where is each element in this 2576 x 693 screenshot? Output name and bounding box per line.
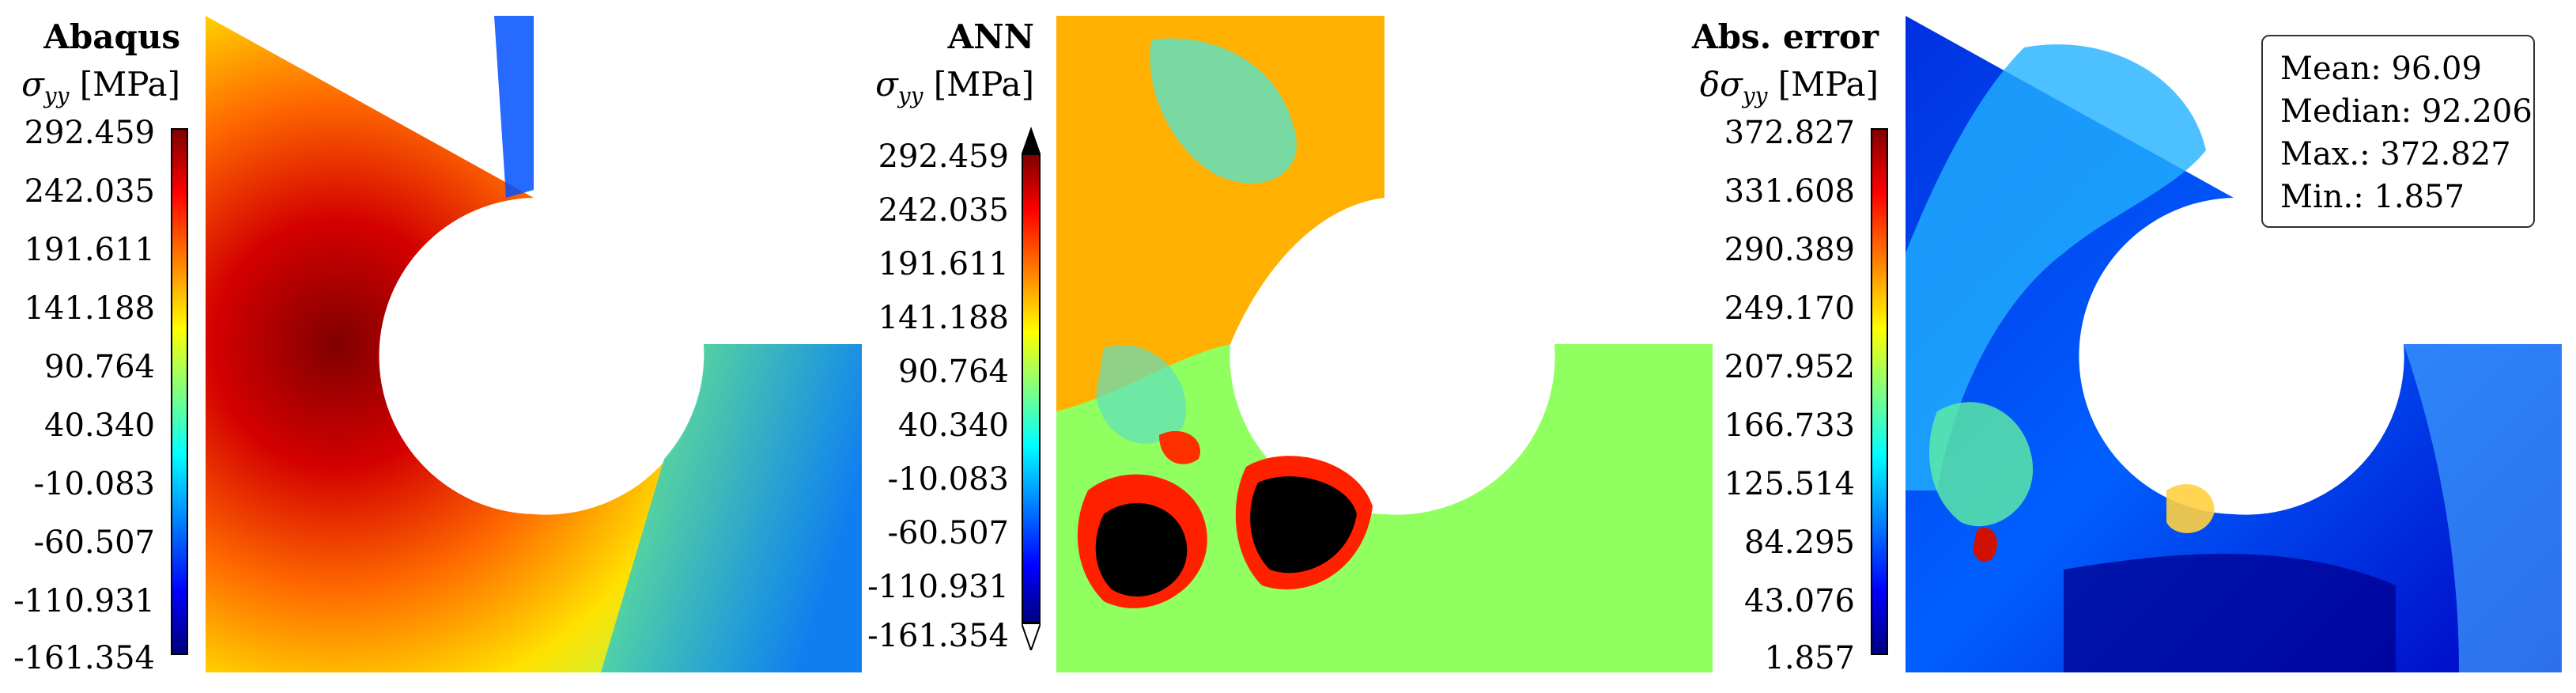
tick-label: -10.083 bbox=[33, 466, 155, 502]
unit-label: [MPa] bbox=[933, 65, 1034, 104]
tick-label: 249.170 bbox=[1724, 290, 1855, 327]
stats-box: Mean: 96.09 Median: 92.206 Max.: 372.827… bbox=[2261, 35, 2535, 228]
tick-label: 90.764 bbox=[44, 349, 155, 385]
tick-label: 290.389 bbox=[1724, 232, 1855, 268]
tick-label: -161.354 bbox=[867, 618, 1009, 654]
field-cyan-band bbox=[1906, 44, 2206, 491]
field-orange-region bbox=[1056, 16, 1384, 411]
stat-mean: Mean: 96.09 bbox=[2280, 47, 2516, 90]
tick-label: 242.035 bbox=[24, 173, 155, 210]
unit-label: [MPa] bbox=[1777, 65, 1879, 104]
field-red-region-3 bbox=[1159, 430, 1200, 464]
tick-label: 1.857 bbox=[1764, 640, 1855, 676]
stat-label: Mean: bbox=[2280, 51, 2381, 87]
field-red-spot bbox=[1973, 527, 1997, 562]
stat-label: Min.: bbox=[2280, 179, 2364, 215]
tick-label: 292.459 bbox=[878, 138, 1009, 175]
quantity-symbol: σ bbox=[875, 65, 898, 104]
field-lower-right bbox=[601, 344, 862, 672]
colorbar-label: σyy [MPa] bbox=[854, 65, 1034, 108]
tick-label: 191.611 bbox=[878, 246, 1009, 282]
tick-label: -110.931 bbox=[13, 583, 155, 619]
stat-label: Max.: bbox=[2280, 136, 2370, 172]
stress-field-ann bbox=[1056, 16, 1713, 672]
error-field bbox=[1906, 16, 2562, 672]
field-upper-strip bbox=[494, 16, 534, 198]
colorbar bbox=[1871, 128, 1888, 655]
colorbar bbox=[1022, 153, 1041, 623]
tick-label: 40.340 bbox=[898, 407, 1009, 444]
tick-label: 125.514 bbox=[1724, 466, 1855, 502]
stat-value: 96.09 bbox=[2391, 51, 2482, 87]
colorbar-arrow-top bbox=[1022, 127, 1041, 153]
field-yellow-patch bbox=[2166, 483, 2215, 533]
colorbar-arrow-bottom bbox=[1022, 623, 1041, 650]
field-black-region-2 bbox=[1250, 476, 1357, 574]
field-cyan-blob bbox=[1150, 38, 1297, 184]
quantity-subscript: yy bbox=[1742, 82, 1768, 109]
tick-label: 43.076 bbox=[1744, 583, 1855, 619]
panel-title: ANN bbox=[947, 17, 1034, 56]
panel-title: Abaqus bbox=[43, 17, 180, 56]
tick-label: 331.608 bbox=[1724, 173, 1855, 210]
tick-label: 372.827 bbox=[1724, 115, 1855, 151]
tick-label: 166.733 bbox=[1724, 407, 1855, 444]
tick-label: 84.295 bbox=[1744, 524, 1855, 561]
field-black-region bbox=[1095, 502, 1188, 596]
tick-label: -161.354 bbox=[13, 640, 155, 676]
stat-value: 372.827 bbox=[2380, 136, 2511, 172]
stat-max: Max.: 372.827 bbox=[2280, 133, 2516, 176]
tick-label: 40.340 bbox=[44, 407, 155, 444]
tick-label: 242.035 bbox=[878, 192, 1009, 229]
quantity-symbol: σ bbox=[1720, 65, 1743, 104]
colorbar-label: σyy [MPa] bbox=[0, 65, 180, 108]
field-green-patch bbox=[1929, 402, 2034, 527]
tick-label: 292.459 bbox=[24, 115, 155, 151]
quantity-subscript: yy bbox=[43, 82, 70, 109]
panel-title: Abs. error bbox=[1692, 17, 1879, 56]
tick-label: 141.188 bbox=[24, 290, 155, 327]
tick-label: 207.952 bbox=[1724, 349, 1855, 385]
stat-median: Median: 92.206 bbox=[2280, 90, 2533, 133]
stat-label: Median: bbox=[2280, 93, 2412, 130]
stress-field-abaqus bbox=[206, 16, 862, 672]
stat-value: 1.857 bbox=[2374, 179, 2465, 215]
tick-label: -10.083 bbox=[887, 461, 1009, 498]
tick-label: 191.611 bbox=[24, 232, 155, 268]
field-light-right bbox=[2404, 344, 2562, 672]
tick-label: -60.507 bbox=[887, 515, 1009, 551]
stat-min: Min.: 1.857 bbox=[2280, 176, 2516, 218]
field-dark-region bbox=[2064, 554, 2396, 672]
quantity-subscript: yy bbox=[897, 82, 924, 109]
tick-label: 90.764 bbox=[898, 354, 1009, 390]
tick-label: -110.931 bbox=[867, 569, 1009, 605]
tick-label: 141.188 bbox=[878, 300, 1009, 336]
colorbar bbox=[171, 128, 188, 655]
quantity-symbol: σ bbox=[21, 65, 44, 104]
unit-label: [MPa] bbox=[79, 65, 180, 104]
quantity-prefix: δ bbox=[1699, 65, 1720, 104]
tick-label: -60.507 bbox=[33, 524, 155, 561]
stat-value: 92.206 bbox=[2421, 93, 2533, 130]
colorbar-label: δσyy [MPa] bbox=[1684, 65, 1879, 108]
field-cyan-blob-2 bbox=[1096, 345, 1186, 444]
